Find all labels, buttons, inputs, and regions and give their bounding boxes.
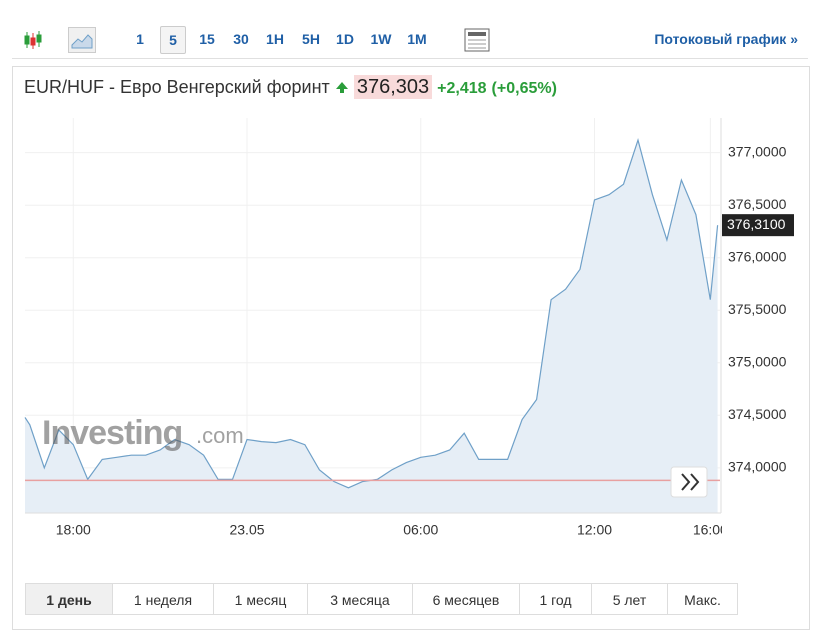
interval-button[interactable]: 1 (136, 31, 144, 47)
area-icon[interactable] (68, 27, 96, 53)
area-fill (25, 140, 718, 513)
x-tick-label: 12:00 (577, 522, 612, 538)
up-arrow (335, 82, 348, 93)
change-percent: (+0,65%) (491, 80, 557, 97)
table-icon[interactable] (464, 28, 490, 52)
chart-panel (12, 66, 810, 630)
y-tick-label: 375,5000 (728, 301, 787, 317)
range-button[interactable]: 1 месяц (213, 583, 308, 615)
streaming-link[interactable]: Потоковый график » (654, 31, 798, 47)
y-tick-label: 375,0000 (728, 353, 787, 369)
interval-button[interactable]: 1D (336, 31, 354, 47)
range-button[interactable]: 6 месяцев (412, 583, 520, 615)
y-tick-label: 376,5000 (728, 196, 787, 212)
range-button[interactable]: 3 месяца (307, 583, 413, 615)
interval-button[interactable]: 5 (160, 26, 186, 54)
range-button[interactable]: 1 день (25, 583, 113, 615)
y-tick-label: 374,5000 (728, 406, 787, 422)
change: +2,418 (437, 80, 487, 97)
x-tick-label: 16:00 (693, 522, 728, 538)
y-tick-label: 374,0000 (728, 459, 787, 475)
last-price-box (722, 214, 794, 237)
interval-button[interactable]: 1W (370, 31, 392, 47)
price: 376,303 (353, 75, 433, 99)
x-tick-label: 06:00 (403, 522, 438, 538)
y-tick-label: 376,0000 (728, 248, 787, 264)
x-tick-label: 23.05 (229, 522, 264, 538)
watermark-brand: Investing (42, 414, 182, 452)
interval-button[interactable]: 15 (199, 31, 215, 47)
watermark-suffix: .com (196, 423, 244, 448)
candle-icon[interactable] (24, 30, 46, 50)
range-button[interactable]: 1 неделя (112, 583, 214, 615)
chart: 18:00 23.05 06:00 12:00 16:00 374,0000 374,50… (24, 118, 794, 538)
interval-button[interactable]: 30 (233, 31, 249, 47)
y-tick-label: 377,0000 (728, 143, 787, 159)
last-price-label: 376,3100 (727, 216, 786, 232)
quote-header: EUR/HUF - Евро Венгерский форинт 376,303… (24, 75, 557, 99)
scroll-button[interactable] (670, 466, 708, 498)
instrument-name: EUR/HUF - Евро Венгерский форинт (24, 77, 330, 97)
range-button[interactable]: 1 год (519, 583, 592, 615)
interval-button[interactable]: 1M (407, 31, 427, 47)
range-button[interactable]: 5 лет (591, 583, 668, 615)
interval-button[interactable]: 1H (266, 31, 284, 47)
toolbar: 1 5 15 30 1H 5H 1D 1W 1M Потоковый график » (12, 22, 808, 59)
range-button[interactable]: Макс. (667, 583, 738, 615)
interval-button[interactable]: 5H (302, 31, 320, 47)
x-tick-label: 18:00 (56, 522, 91, 538)
